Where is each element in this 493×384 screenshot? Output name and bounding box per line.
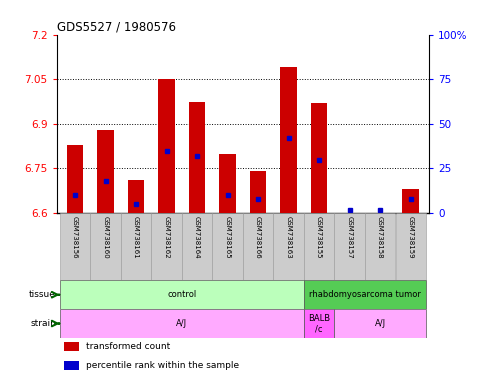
- Bar: [304, 280, 426, 309]
- Text: percentile rank within the sample: percentile rank within the sample: [86, 361, 240, 370]
- Bar: [304, 309, 334, 338]
- Bar: [334, 309, 426, 338]
- Text: GSM738164: GSM738164: [194, 216, 200, 258]
- Text: GSM738162: GSM738162: [164, 216, 170, 258]
- Bar: [64, 361, 79, 370]
- Bar: [334, 213, 365, 280]
- Bar: [67, 145, 83, 213]
- Bar: [219, 154, 236, 213]
- Bar: [402, 189, 419, 213]
- Text: control: control: [167, 290, 196, 299]
- Text: strain: strain: [30, 319, 56, 328]
- Text: GSM738156: GSM738156: [72, 216, 78, 258]
- Text: GSM738158: GSM738158: [377, 216, 383, 258]
- Bar: [304, 213, 334, 280]
- Text: GSM738159: GSM738159: [408, 216, 414, 258]
- Text: GSM738163: GSM738163: [285, 216, 291, 258]
- Bar: [60, 213, 90, 280]
- Text: GDS5527 / 1980576: GDS5527 / 1980576: [57, 20, 176, 33]
- Bar: [60, 309, 304, 338]
- Text: GSM738166: GSM738166: [255, 216, 261, 258]
- Text: GSM738165: GSM738165: [224, 216, 231, 258]
- Bar: [128, 180, 144, 213]
- Bar: [97, 130, 114, 213]
- Bar: [274, 213, 304, 280]
- Bar: [365, 213, 395, 280]
- Bar: [243, 213, 273, 280]
- Bar: [158, 79, 175, 213]
- Text: A/J: A/J: [375, 319, 386, 328]
- Text: rhabdomyosarcoma tumor: rhabdomyosarcoma tumor: [309, 290, 421, 299]
- Text: A/J: A/J: [176, 319, 187, 328]
- Text: tissue: tissue: [29, 290, 56, 299]
- Bar: [90, 213, 121, 280]
- Text: GSM738161: GSM738161: [133, 216, 139, 258]
- Bar: [60, 280, 304, 309]
- Bar: [212, 213, 243, 280]
- Text: GSM738155: GSM738155: [316, 216, 322, 258]
- Bar: [249, 172, 266, 213]
- Bar: [121, 213, 151, 280]
- Text: BALB
/c: BALB /c: [308, 314, 330, 333]
- Bar: [64, 342, 79, 351]
- Bar: [189, 101, 206, 213]
- Text: GSM738157: GSM738157: [347, 216, 352, 258]
- Bar: [280, 67, 297, 213]
- Bar: [182, 213, 212, 280]
- Text: transformed count: transformed count: [86, 342, 171, 351]
- Bar: [151, 213, 181, 280]
- Text: GSM738160: GSM738160: [103, 216, 108, 258]
- Bar: [395, 213, 426, 280]
- Bar: [311, 103, 327, 213]
